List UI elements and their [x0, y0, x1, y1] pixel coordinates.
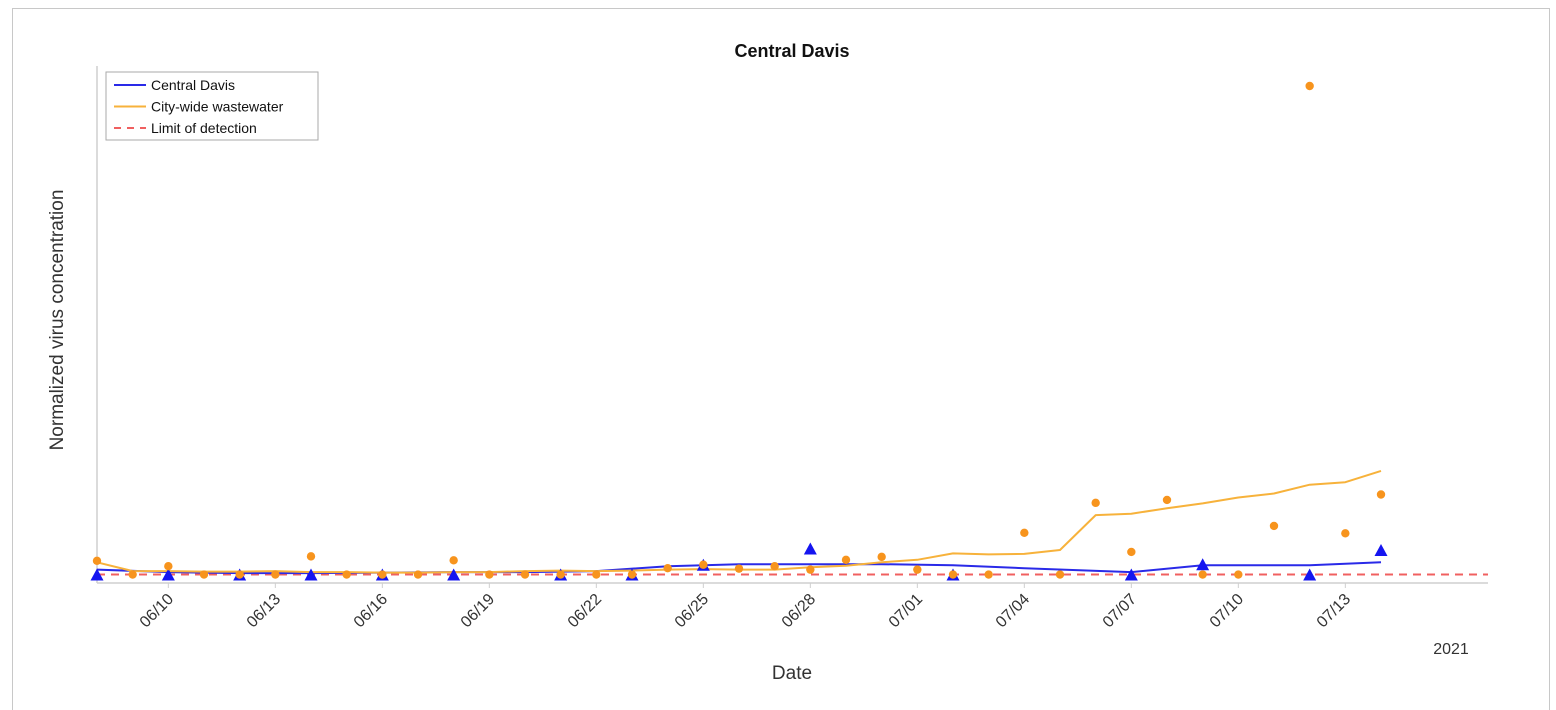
city-wide-data-point [734, 564, 744, 573]
city-wide-data-point [770, 561, 779, 571]
city-wide-data-point [1162, 495, 1172, 505]
x-axis-ticks: 06/10 06/13 06/16 06/19 06/22 06/25 06/28 07/01… [137, 583, 1354, 631]
central-davis-data-point [90, 568, 104, 581]
central-davis-data-point [161, 568, 175, 581]
x-tick-label: 07/10 [1207, 591, 1247, 631]
x-tick-label: 07/13 [1314, 591, 1354, 631]
chart-title: Central Davis [734, 41, 849, 61]
chart-frame [12, 8, 1550, 710]
central-davis-data-point [803, 542, 817, 555]
x-tick-label: 06/28 [779, 591, 819, 631]
city-wide-data-point [92, 556, 102, 565]
central-davis-data-point [1303, 568, 1317, 581]
city-wide-data-point [841, 555, 851, 565]
city-wide-wastewater-series-line [96, 469, 1382, 574]
city-wide-data-point [1305, 81, 1314, 91]
x-axis-year-label: 2021 [1433, 641, 1469, 658]
city-wide-data-point [413, 570, 423, 579]
city-wide-data-point [378, 570, 387, 579]
city-wide-data-point [627, 570, 637, 579]
city-wide-data-point [663, 563, 672, 573]
city-wide-data-point [556, 570, 565, 579]
city-wide-data-point [592, 570, 601, 579]
city-wide-data-point [199, 570, 209, 579]
x-tick-label: 06/10 [137, 591, 177, 631]
city-wide-data-point [235, 570, 244, 579]
city-wide-data-point [699, 560, 708, 569]
central-davis-data-point [304, 568, 318, 581]
x-tick-label: 06/22 [565, 591, 605, 631]
city-wide-data-point [913, 565, 922, 574]
city-wide-data-point [271, 570, 280, 579]
legend: Central Davis City-wide wastewater Limit o… [105, 71, 319, 141]
x-tick-label: 06/25 [672, 591, 712, 631]
city-wide-data-point [1376, 490, 1386, 499]
plot-area [90, 81, 1488, 581]
central-davis-data-point [447, 568, 461, 581]
central-davis-data-point [1124, 568, 1138, 581]
city-wide-data-point [1020, 528, 1029, 538]
city-wide-data-point [806, 565, 815, 574]
city-wide-data-point [164, 561, 173, 571]
city-wide-data-point [342, 570, 351, 579]
x-tick-label: 06/16 [351, 591, 391, 631]
legend-label-central-davis: Central Davis [151, 77, 235, 93]
city-wide-data-point [984, 570, 993, 579]
city-wide-data-point [128, 570, 137, 579]
x-tick-label: 06/13 [244, 591, 284, 631]
city-wide-data-point [1055, 570, 1065, 579]
legend-label-limit-of-detection: Limit of detection [151, 120, 257, 136]
city-wide-data-point [306, 552, 316, 561]
central-davis-data-point [1374, 543, 1388, 556]
city-wide-data-point [485, 570, 494, 579]
city-wide-data-point [1269, 521, 1279, 531]
legend-label-city-wide-wastewater: City-wide wastewater [151, 99, 284, 115]
city-wide-data-point [520, 570, 530, 579]
city-wide-data-point [1234, 570, 1243, 579]
x-tick-label: 07/04 [993, 591, 1033, 631]
city-wide-data-point [449, 556, 458, 565]
x-tick-label: 07/07 [1100, 591, 1140, 631]
city-wide-data-point [948, 570, 958, 579]
city-wide-data-point [1127, 547, 1136, 557]
x-tick-label: 06/19 [458, 591, 498, 631]
central-davis-data-point [1196, 558, 1210, 571]
city-wide-data-point [877, 552, 886, 562]
x-tick-label: 07/01 [886, 591, 926, 631]
city-wide-data-point [1091, 498, 1100, 508]
city-wide-data-point [1341, 529, 1350, 538]
y-axis-label: Normalized virus concentration [47, 190, 68, 451]
x-axis-label: Date [772, 663, 812, 684]
city-wide-data-point [1198, 570, 1207, 579]
